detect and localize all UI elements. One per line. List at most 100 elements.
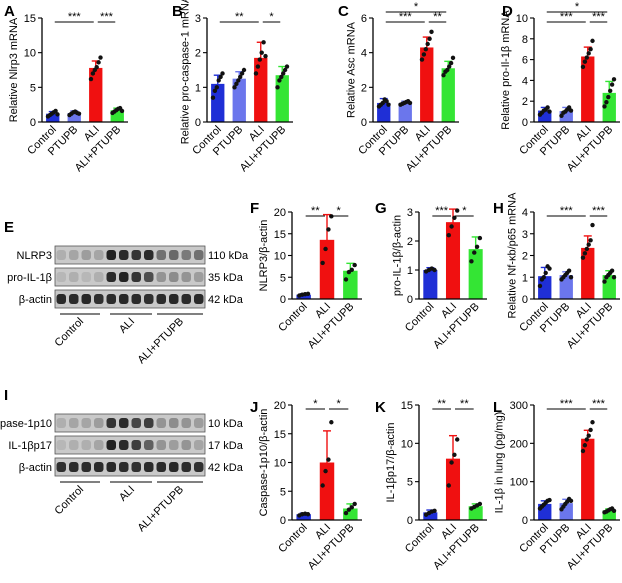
blot-group-label: Control [53,484,87,518]
data-point [119,108,125,114]
data-point [419,57,425,62]
bar-k-1 [445,458,461,520]
panel-letter: K [375,399,386,416]
y-tick-label: 4 [522,75,528,87]
data-point [606,94,611,100]
blot-strip [54,245,206,265]
y-axis-label: Relative Nf-κb/p65 mRNA [507,192,519,319]
blot-band [106,440,116,450]
y-tick-label: 300 [510,400,528,412]
y-tick-label: 15 [401,400,413,412]
data-point [326,457,331,462]
data-point [611,77,617,82]
blot-band [81,272,91,282]
y-tick-label: 1 [407,265,413,277]
data-point [212,88,218,94]
data-point [543,270,548,276]
data-point [441,73,446,78]
bar-a-0 [46,113,60,122]
blot-group-label: ALI [117,316,137,336]
sig-label: * [414,1,419,13]
sig-label: * [462,205,467,217]
y-tick-label: 0 [280,515,286,527]
blot-band [169,418,179,428]
data-point [568,498,574,504]
y-tick-label: 0 [280,294,286,306]
data-point [447,64,452,69]
bar-j-2 [343,508,358,520]
data-point [320,260,325,266]
y-tick-label: 3 [522,229,528,241]
y-tick-label: 15 [24,13,36,25]
y-tick-label: 2 [361,82,367,94]
bar-c-2 [420,47,434,122]
y-tick-label: 10 [401,438,413,450]
blot-band [119,418,129,428]
y-tick-label: 2 [522,96,528,108]
data-point [305,512,311,517]
data-point [320,483,325,488]
y-axis-label: IL-1β in lung (pg/mg) [494,412,506,514]
bar-j-0 [296,514,311,520]
sig-label: * [313,398,318,410]
data-point [590,420,595,425]
data-point [449,460,454,465]
y-tick-label: 0 [361,117,367,129]
data-point [609,82,615,87]
data-point [263,53,268,59]
blot-band [156,462,166,472]
bar-a-3 [110,110,124,122]
blot-size-label: 35 kDa [208,272,244,284]
y-tick-label: 5 [280,272,286,284]
data-point [384,99,389,104]
data-point [588,238,593,243]
y-tick-label: 0 [195,117,201,129]
data-point [469,259,474,264]
data-point [432,267,437,273]
y-tick-label: 2 [195,48,201,60]
panel-letter: C [338,3,349,20]
data-point [452,215,457,220]
blot-band [169,294,179,304]
blot-band [181,250,191,260]
data-point [216,78,221,83]
bar-b-1 [232,78,246,122]
blot-band [156,250,166,260]
blot-band [56,418,66,428]
y-tick-label: 100 [510,477,528,489]
data-point [323,468,328,474]
blot-band [169,440,179,450]
panel-letter: A [4,3,15,20]
sig-label: *** [560,398,574,410]
western-blot-e: E NLRP3 110 kDa pro-IL-1β 35 kDa β-actin 42 kD… [4,219,249,366]
blot-strip [54,413,206,433]
data-point [582,59,588,64]
data-point [329,420,334,425]
panel-letter: E [4,219,14,236]
blot-size-label: 17 kDa [208,440,244,452]
blot-band [69,462,79,472]
y-tick-label: 0 [407,515,413,527]
sig-label: ** [433,11,442,23]
data-point [611,508,617,513]
data-point [445,67,450,73]
y-tick-label: 20 [274,207,286,219]
blot-band [194,462,204,472]
data-point [218,74,223,80]
y-tick-label: 5 [280,486,286,498]
data-point [590,38,595,44]
y-tick-label: 15 [274,429,286,441]
blot-band [169,250,179,260]
bar-d-1 [559,111,573,122]
data-point [96,60,101,65]
bar-k-0 [423,512,438,520]
y-tick-label: 15 [274,229,286,241]
blot-size-label: 42 kDa [208,294,244,306]
bar-g-0 [423,270,438,299]
data-point [94,65,99,70]
data-point [255,64,261,69]
